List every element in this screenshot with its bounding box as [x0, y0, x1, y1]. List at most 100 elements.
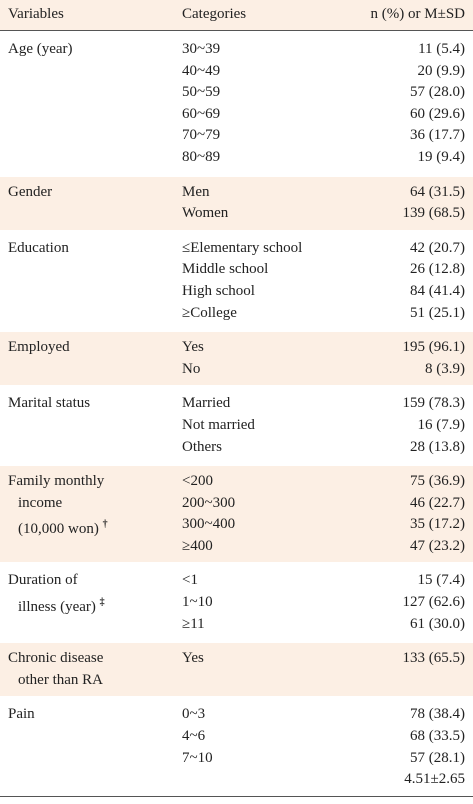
category: Married: [182, 395, 231, 412]
value: 84 (41.4): [410, 282, 465, 299]
value-cell: 195 (96.1) 8 (3.9): [350, 332, 473, 385]
spacer-cell: [0, 173, 473, 177]
spacer: [0, 696, 473, 700]
footnote-mark: ‡: [99, 597, 105, 609]
category: Men: [182, 183, 210, 200]
value-cell: 15 (7.4) 127 (62.6) 61 (30.0): [350, 565, 473, 640]
spacer-cell: [0, 329, 473, 333]
variable-cell: Age (year): [0, 34, 174, 174]
value-cell: 42 (20.7) 26 (12.8) 84 (41.4) 51 (25.1): [350, 233, 473, 329]
value: 26 (12.8): [410, 261, 465, 278]
category-cell: 0~3 4~6 7~10: [174, 699, 350, 796]
group-row: Gender Men Women 64 (31.5) 139 (68.5): [0, 177, 473, 230]
category: High school: [182, 282, 255, 299]
variable-line: (10,000 won) †: [8, 514, 166, 541]
spacer: [0, 640, 473, 644]
variable-text: Gender: [8, 183, 53, 200]
category-cell: ≤Elementary school Middle school High scho…: [174, 233, 350, 329]
spacer-row: [0, 463, 473, 467]
variable-line: income: [8, 493, 166, 515]
spacer-row: [0, 173, 473, 177]
category-cell: <1 1~10 ≥11: [174, 565, 350, 640]
value: 68 (33.5): [410, 728, 465, 745]
spacer-row: [0, 562, 473, 566]
variable-line: Family monthly: [8, 471, 166, 493]
group-row: Duration of illness (year) ‡ <1 1~10 ≥11 15 (…: [0, 565, 473, 640]
variable-line: Gender: [8, 182, 166, 204]
value-cell: 75 (36.9) 46 (22.7) 35 (17.2) 47 (23.2): [350, 466, 473, 562]
spacer: [0, 562, 473, 566]
table-header: Variables Categories n (%) or M±SD: [0, 0, 473, 31]
category-cell: Married Not married Others: [174, 388, 350, 463]
category: 200~300: [182, 494, 236, 511]
category: ≤Elementary school: [182, 239, 303, 256]
category: Yes: [182, 650, 204, 667]
value-cell: 133 (65.5): [350, 643, 473, 696]
category: Others: [182, 438, 222, 455]
value: 127 (62.6): [402, 594, 466, 611]
variable-cell: Chronic disease other than RA: [0, 643, 174, 696]
spacer-cell: [0, 640, 473, 644]
variable-cell: Family monthly income (10,000 won) †: [0, 466, 174, 562]
value: 64 (31.5): [410, 183, 465, 200]
group: Marital status Married Not married Others 15…: [0, 388, 473, 463]
category: ≥11: [182, 615, 205, 632]
group-row: Pain 0~3 4~6 7~10 78 (38.4) 68 (33.5) 57 (28.1…: [0, 699, 473, 796]
category: 4~6: [182, 728, 206, 745]
variable-text: Duration of: [8, 572, 78, 589]
variable-line: Education: [8, 238, 166, 260]
spacer: [0, 463, 473, 467]
category: 60~69: [182, 105, 221, 122]
group-row: Family monthly income (10,000 won) † <200 20…: [0, 466, 473, 562]
category: Yes: [182, 339, 204, 356]
variable-line: illness (year) ‡: [8, 592, 166, 619]
variable-line: Age (year): [8, 39, 166, 61]
category-cell: 30~39 40~49 50~59 60~69 70~79 80~89: [174, 34, 350, 174]
variable-cell: Gender: [0, 177, 174, 230]
variable-line: Pain: [8, 704, 166, 726]
group: Gender Men Women 64 (31.5) 139 (68.5): [0, 176, 473, 230]
spacer: [0, 229, 473, 233]
category: Middle school: [182, 261, 269, 278]
group-row: Education ≤Elementary school Middle school…: [0, 233, 473, 329]
group-row: Chronic disease other than RA Yes 133 (65.5…: [0, 643, 473, 696]
value: 61 (30.0): [410, 615, 465, 632]
value: 47 (23.2): [410, 537, 465, 554]
value: 195 (96.1): [402, 339, 466, 356]
category-cell: Men Women: [174, 177, 350, 230]
spacer-row: [0, 30, 473, 34]
group: Family monthly income (10,000 won) † <200 20…: [0, 466, 473, 563]
category-cell: <200 200~300 300~400 ≥400: [174, 466, 350, 562]
group-row: Marital status Married Not married Others 15…: [0, 388, 473, 463]
category: 1~10: [182, 594, 213, 611]
header-row: Variables Categories n (%) or M±SD: [0, 0, 473, 31]
group: Pain 0~3 4~6 7~10 78 (38.4) 68 (33.5) 57 (28.1…: [0, 699, 473, 797]
value-cell: 159 (78.3) 16 (7.9) 28 (13.8): [350, 388, 473, 463]
value-cell: 64 (31.5) 139 (68.5): [350, 177, 473, 230]
value: 36 (17.7): [410, 127, 465, 144]
value: 15 (7.4): [417, 572, 466, 589]
category-cell: Yes: [174, 643, 350, 696]
category: ≥College: [182, 304, 237, 321]
value: 60 (29.6): [410, 105, 465, 122]
variable-text: Family monthly: [8, 473, 105, 490]
group: Age (year) 30~39 40~49 50~59 60~69 70~79 80~89…: [0, 34, 473, 174]
spacer: [0, 385, 473, 389]
variable-line: Duration of: [8, 570, 166, 592]
variable-cell: Pain: [0, 699, 174, 796]
variable-text: Chronic disease: [8, 650, 104, 667]
category: <1: [182, 572, 198, 589]
variable-text: other than RA: [18, 671, 103, 688]
group-row: Age (year) 30~39 40~49 50~59 60~69 70~79 80~89…: [0, 34, 473, 174]
value: 57 (28.1): [410, 749, 465, 766]
variable-text: Age (year): [8, 41, 73, 57]
header-cell: n (%) or M±SD: [370, 6, 465, 23]
value: 28 (13.8): [410, 438, 465, 455]
value: 35 (17.2): [410, 516, 465, 533]
category: <200: [182, 473, 213, 490]
value: 51 (25.1): [410, 304, 465, 321]
spacer: [0, 30, 473, 34]
footnote-mark: †: [102, 519, 108, 531]
value-cell: 11 (5.4) 20 (9.9) 57 (28.0) 60 (29.6) 36 (17…: [350, 34, 473, 174]
spacer: [0, 173, 473, 177]
